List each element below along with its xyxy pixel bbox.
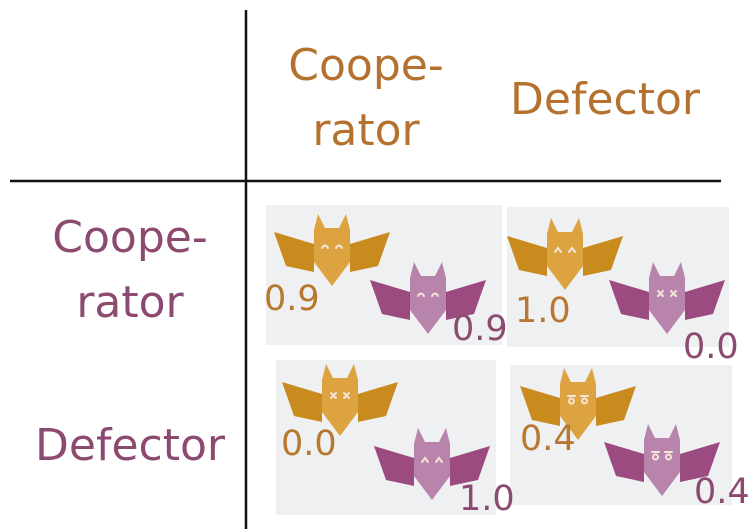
payoff: 0.9 bbox=[264, 279, 320, 319]
payoff: 1.0 bbox=[515, 291, 571, 331]
payoff: 0.9 bbox=[452, 309, 508, 349]
column-header: rator bbox=[312, 105, 420, 156]
cell bbox=[507, 207, 729, 347]
payoff: 1.0 bbox=[459, 479, 515, 519]
payoff: 0.0 bbox=[683, 327, 739, 367]
cell bbox=[510, 365, 732, 505]
row-header: rator bbox=[76, 277, 184, 328]
row-header: Defector bbox=[35, 420, 226, 471]
payoff: 0.0 bbox=[281, 424, 337, 464]
row-header: Coope- bbox=[52, 212, 207, 263]
payoff: 0.4 bbox=[520, 419, 576, 459]
column-header: Coope- bbox=[288, 40, 443, 91]
payoff: 0.4 bbox=[694, 472, 750, 512]
column-header: Defector bbox=[510, 74, 701, 125]
cell bbox=[266, 205, 502, 345]
